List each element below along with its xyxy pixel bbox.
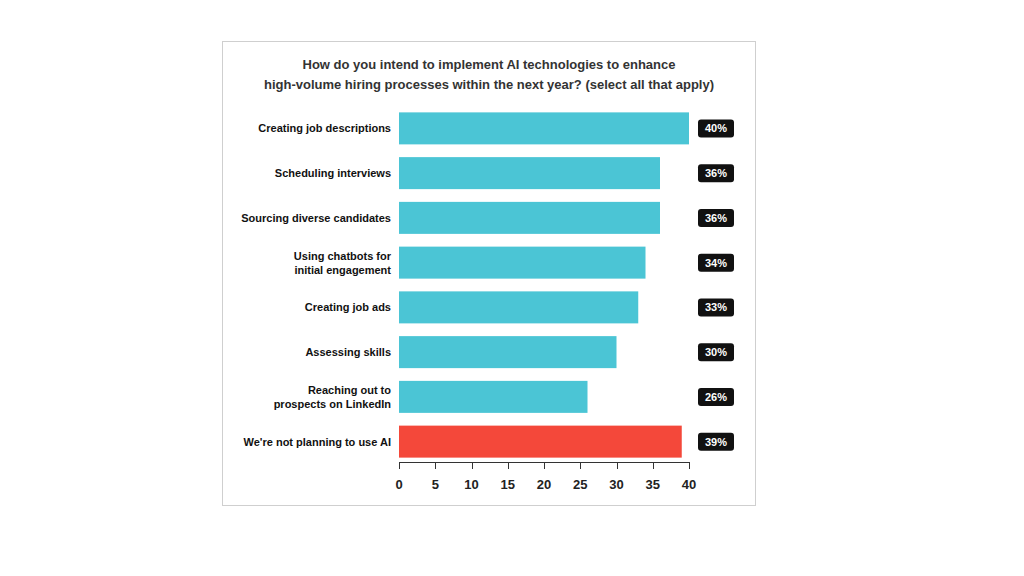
x-tick	[653, 462, 654, 469]
bar	[399, 336, 617, 368]
category-label: Sourcing diverse candidates	[241, 212, 391, 224]
category-line: Assessing skills	[305, 346, 391, 358]
bar	[399, 157, 660, 189]
data-label-box	[698, 209, 734, 227]
chart: How do you intend to implement AI techno…	[0, 0, 1024, 576]
x-tick-label: 25	[573, 477, 587, 492]
x-tick	[689, 462, 690, 469]
data-label: 36%	[705, 212, 727, 224]
category-line: Scheduling interviews	[275, 167, 391, 179]
x-tick-label: 10	[464, 477, 478, 492]
category-label: Reaching out to prospects on LinkedIn	[274, 384, 392, 410]
category-label: Creating job ads	[305, 301, 391, 313]
data-label: 26%	[705, 391, 727, 403]
category-line: Sourcing diverse candidates	[241, 212, 391, 224]
data-label: 33%	[705, 301, 727, 313]
data-label: 39%	[705, 436, 727, 448]
bar	[399, 247, 646, 279]
x-tick	[617, 462, 618, 469]
category-line: Reaching out to	[308, 384, 391, 396]
category-label: Using chatbots for initial engagement	[294, 250, 392, 276]
frame	[223, 42, 756, 506]
category-line: Using chatbots for	[294, 250, 392, 262]
data-label: 34%	[705, 257, 727, 269]
x-tick-label: 15	[501, 477, 515, 492]
bar	[399, 381, 588, 413]
x-tick-label: 40	[682, 477, 696, 492]
data-label-box	[698, 433, 734, 451]
x-tick-label: 20	[537, 477, 551, 492]
data-label: 36%	[705, 167, 727, 179]
category-line: initial engagement	[294, 264, 391, 276]
category-label: Scheduling interviews	[275, 167, 391, 179]
category-label: We're not planning to use AI	[244, 436, 391, 448]
category-label: Assessing skills	[305, 346, 391, 358]
category-line: prospects on LinkedIn	[274, 398, 392, 410]
bars	[399, 112, 689, 457]
data-label: 40%	[705, 122, 727, 134]
data-label-box	[698, 298, 734, 316]
bar	[399, 112, 689, 144]
data-label-box	[698, 164, 734, 182]
x-tick-label: 35	[646, 477, 660, 492]
x-tick	[472, 462, 473, 469]
x-tick	[399, 462, 400, 469]
title: How do you intend to implement AI techno…	[264, 57, 714, 92]
x-tick	[544, 462, 545, 469]
x-tick-label: 30	[609, 477, 623, 492]
x-tick-label: 0	[395, 477, 402, 492]
data-label-box	[698, 388, 734, 406]
category-line: We're not planning to use AI	[244, 436, 391, 448]
bar	[399, 426, 682, 458]
title-line: high-volume hiring processes within the …	[264, 77, 714, 92]
data-label: 30%	[705, 346, 727, 358]
category-line: Creating job descriptions	[258, 122, 391, 134]
category-label: Creating job descriptions	[258, 122, 391, 134]
bar	[399, 291, 638, 323]
data-label-box	[698, 254, 734, 272]
category-line: Creating job ads	[305, 301, 391, 313]
x-tick	[508, 462, 509, 469]
x-tick-label: 5	[432, 477, 439, 492]
x-tick	[435, 462, 436, 469]
bar	[399, 202, 660, 234]
data-label-box	[698, 343, 734, 361]
data-label-box	[698, 119, 734, 137]
x-tick	[580, 462, 581, 469]
title-line: How do you intend to implement AI techno…	[303, 57, 676, 72]
